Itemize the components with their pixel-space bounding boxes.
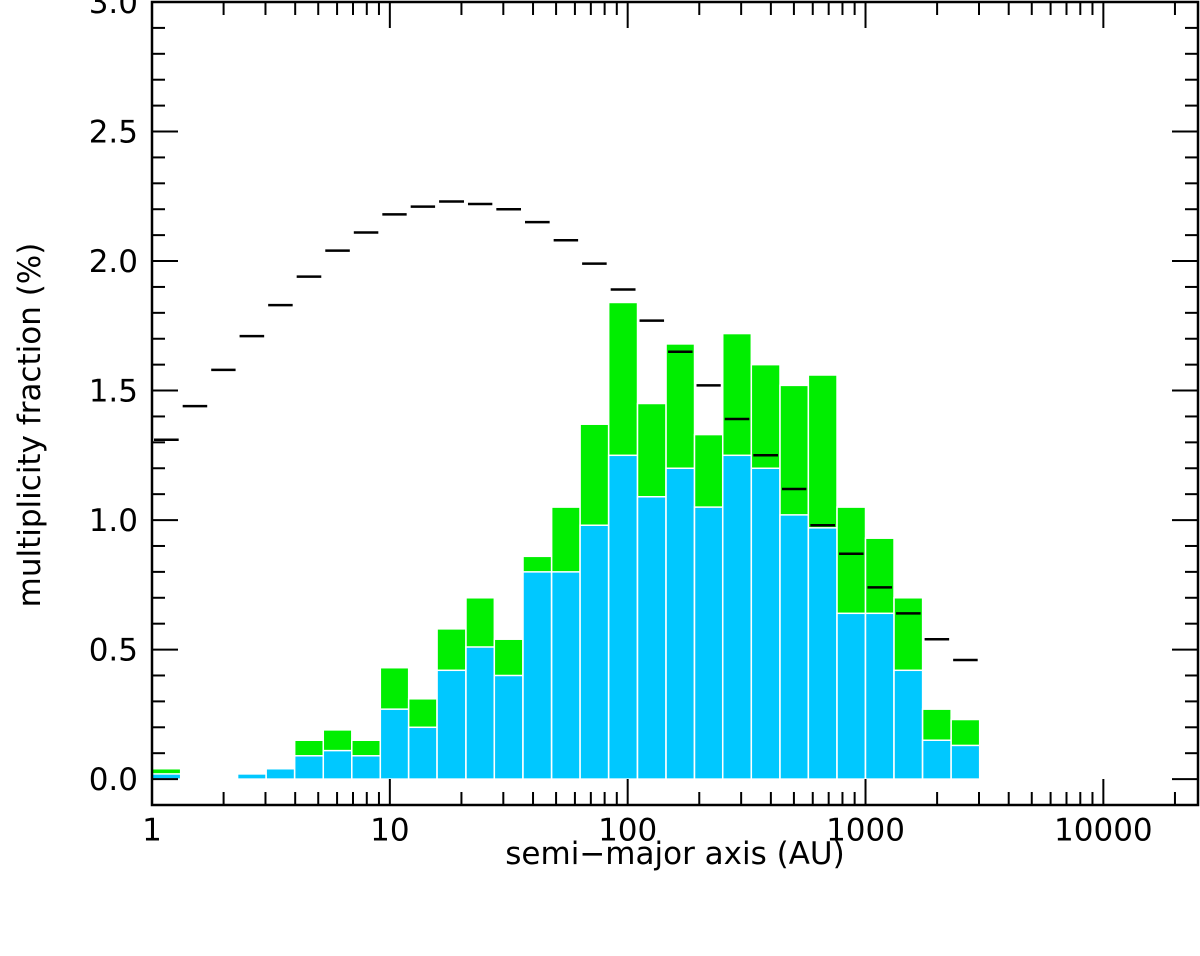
bar-detected	[921, 739, 952, 780]
y-tick-label: 0.5	[89, 633, 138, 669]
bar-detected	[579, 524, 610, 780]
bar-detected	[636, 496, 667, 780]
x-tick-label: 100	[598, 812, 657, 848]
bar-detected	[265, 767, 296, 780]
x-tick-label: 1	[142, 812, 162, 848]
bar-detected	[407, 726, 438, 780]
x-tick-label: 10000	[1054, 812, 1153, 848]
x-axis-title: semi−major axis (AU)	[505, 836, 844, 872]
bar-detected	[721, 454, 753, 780]
bar-detected	[379, 708, 410, 780]
bar-detected	[522, 571, 553, 780]
axes-layer	[150, 0, 1200, 807]
bar-detected	[322, 749, 353, 780]
bar-detected	[665, 467, 696, 780]
bars-layer	[151, 301, 981, 780]
bar-detected	[493, 674, 524, 780]
bar-detected	[550, 571, 581, 780]
y-tick-label: 2.5	[89, 115, 138, 151]
labels-layer: 0.0 0.5 1.0 1.5 2.0 2.5 3.0 1 10 100 1000 10000	[89, 0, 1153, 848]
bar-detected	[693, 506, 724, 780]
bar-detected	[436, 669, 467, 780]
bar-detected	[750, 467, 781, 780]
bar-detected	[807, 527, 838, 780]
x-tick-label: 1000	[826, 812, 905, 848]
bar-detected	[864, 612, 895, 780]
y-tick-label: 2.0	[89, 244, 138, 280]
y-tick-label: 1.5	[89, 374, 138, 410]
bar-detected	[236, 773, 267, 780]
y-axis-title: multiplicity fraction (%)	[12, 243, 48, 608]
x-tick-label: 10	[370, 812, 409, 848]
bar-detected	[351, 755, 382, 780]
y-tick-label: 0.0	[89, 762, 138, 798]
bar-detected	[465, 646, 496, 780]
bar-detected	[779, 514, 810, 780]
bar-detected	[607, 454, 639, 780]
model-markers-layer	[154, 200, 978, 662]
bar-detected	[836, 612, 867, 780]
y-tick-label: 1.0	[89, 503, 138, 539]
y-tick-label: 3.0	[89, 0, 138, 21]
plot-frame	[150, 0, 1200, 807]
bar-detected	[293, 755, 325, 780]
bar-detected	[893, 669, 924, 780]
bar-detected	[950, 744, 981, 780]
